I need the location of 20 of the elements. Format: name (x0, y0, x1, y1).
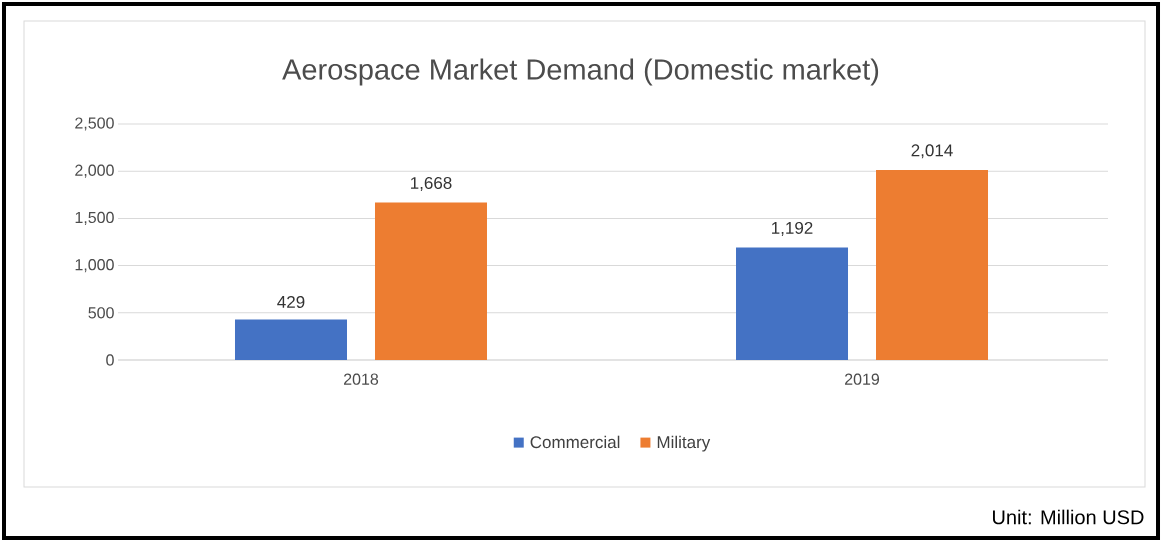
legend-label: Commercial (530, 435, 620, 449)
bar (736, 247, 849, 360)
y-tick-label: 0 (106, 354, 114, 366)
bar (375, 202, 487, 360)
x-tick-label: 2019 (845, 373, 880, 385)
chart-title: Aerospace Market Demand (Domestic market) (282, 58, 879, 86)
bar (876, 169, 989, 360)
bar (234, 319, 347, 360)
y-tick-label: 500 (88, 307, 114, 319)
legend-label: Military (657, 435, 711, 452)
y-tick-label: 1,000 (75, 259, 114, 273)
data-label: 429 (277, 295, 305, 308)
data-label: 1,668 (411, 176, 452, 192)
x-tick-label: 2018 (344, 373, 379, 385)
text: Unit: Million USD (993, 509, 1144, 525)
data-label: 1,192 (772, 221, 813, 236)
y-tick-label: 2,000 (75, 164, 114, 178)
y-tick-label: 1,500 (75, 211, 114, 225)
y-tick-label: 2,500 (75, 117, 114, 131)
data-label: 2,014 (911, 144, 953, 159)
